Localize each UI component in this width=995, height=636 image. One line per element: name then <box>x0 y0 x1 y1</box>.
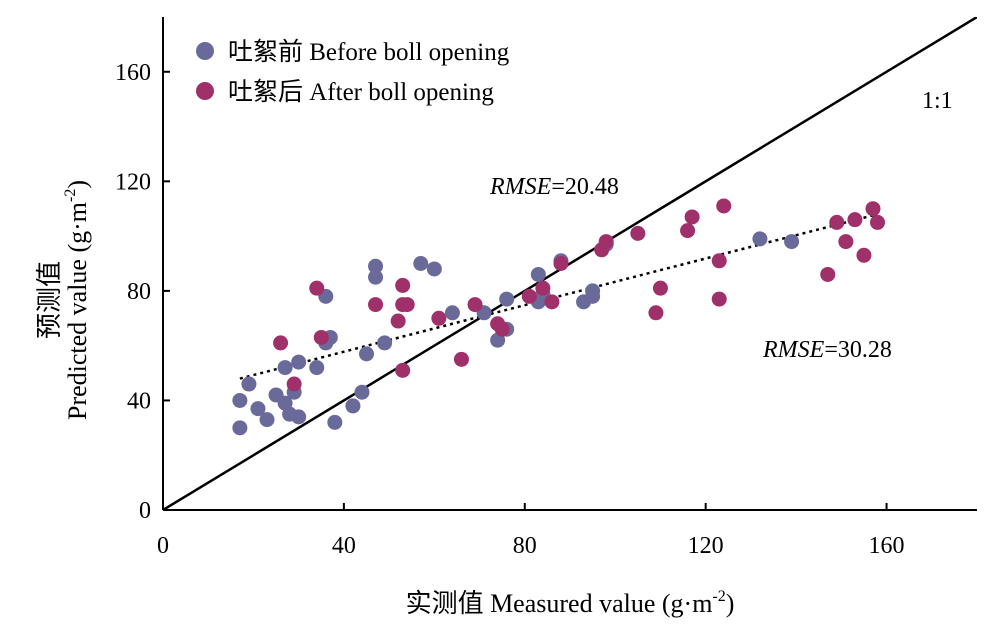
data-point-before <box>426 261 442 277</box>
data-point-before <box>359 346 374 362</box>
data-point-after <box>838 234 854 250</box>
data-point-before <box>232 392 248 408</box>
data-point-after <box>467 297 483 313</box>
data-point-after <box>431 310 447 326</box>
data-point-after <box>273 335 289 351</box>
y-tick-label: 40 <box>127 388 151 414</box>
data-point-before <box>413 256 429 271</box>
data-point-after <box>544 294 560 310</box>
data-point-before <box>277 360 293 376</box>
data-point-after <box>286 376 302 392</box>
data-point-after <box>395 362 411 378</box>
data-point-after <box>494 321 510 337</box>
data-point-before <box>368 269 384 285</box>
y-axis-title-line2: Predicted value (g·m-2) <box>62 180 92 420</box>
data-point-before <box>327 414 343 430</box>
data-point-before <box>499 291 515 307</box>
data-point-after <box>856 247 872 263</box>
data-point-after <box>598 234 614 250</box>
data-point-after <box>535 280 551 296</box>
data-point-before <box>309 360 325 376</box>
axis-ticks: 0 40 80 120 160 0 40 80 120 160 <box>115 60 905 559</box>
data-point-before <box>784 234 800 250</box>
data-point-after <box>680 223 696 239</box>
data-points <box>232 198 886 436</box>
data-point-after <box>399 297 415 313</box>
legend-label-after: 吐絮后 After boll opening <box>228 78 494 106</box>
data-point-before <box>444 305 460 321</box>
data-point-before <box>752 231 768 247</box>
data-point-before <box>585 283 601 299</box>
data-point-after <box>820 266 836 282</box>
y-tick-label: 160 <box>115 60 151 86</box>
one-to-one-line <box>163 17 977 510</box>
data-point-after <box>716 198 732 214</box>
data-point-after <box>711 291 727 307</box>
data-point-before <box>368 258 384 274</box>
data-point-after <box>630 225 646 241</box>
data-point-after <box>684 209 700 225</box>
x-tick-label: 0 <box>157 533 169 559</box>
data-point-before <box>250 401 266 417</box>
y-tick-label: 0 <box>139 498 151 524</box>
data-point-after <box>847 212 863 228</box>
legend-label-before: 吐絮前 Before boll opening <box>228 38 510 66</box>
data-point-after <box>368 297 384 313</box>
data-point-after <box>309 280 325 296</box>
x-tick-label: 40 <box>332 533 356 559</box>
data-point-after <box>870 214 886 230</box>
legend: 吐絮前 Before boll opening 吐絮后 After boll o… <box>196 38 510 106</box>
data-point-before <box>232 420 248 436</box>
data-point-after <box>865 201 881 217</box>
x-tick-label: 120 <box>688 533 724 559</box>
x-tick-label: 80 <box>513 533 537 559</box>
data-point-before <box>354 384 370 400</box>
data-point-before <box>345 398 361 414</box>
data-point-before <box>291 409 307 425</box>
one-to-one-label: 1:1 <box>922 88 953 114</box>
data-point-before <box>291 354 307 370</box>
rmse-before-label: RMSE=20.48 <box>489 174 619 200</box>
data-point-before <box>377 335 393 351</box>
data-point-after <box>829 214 845 230</box>
x-axis-title: 实测值 Measured value (g·m-2) <box>406 588 735 618</box>
data-point-before <box>259 412 275 428</box>
data-point-after <box>395 277 411 293</box>
y-tick-label: 120 <box>115 169 151 195</box>
data-point-after <box>711 253 727 269</box>
y-axis-title: 预测值 Predicted value (g·m-2) <box>35 180 92 420</box>
trend-line <box>239 212 878 380</box>
rmse-after-label: RMSE=30.28 <box>762 337 892 363</box>
data-point-after <box>453 351 469 367</box>
y-tick-label: 80 <box>127 279 151 305</box>
data-point-after <box>648 305 664 321</box>
data-point-after <box>652 280 668 296</box>
x-tick-label: 160 <box>869 533 905 559</box>
data-point-after <box>390 313 406 329</box>
data-point-after <box>521 288 537 304</box>
y-axis-title-line1: 预测值 <box>35 261 64 339</box>
data-point-before <box>530 266 546 282</box>
legend-marker-before <box>196 42 214 60</box>
legend-marker-after <box>196 82 214 100</box>
data-point-after <box>553 256 569 271</box>
data-point-before <box>241 376 257 392</box>
data-point-after <box>313 329 329 345</box>
